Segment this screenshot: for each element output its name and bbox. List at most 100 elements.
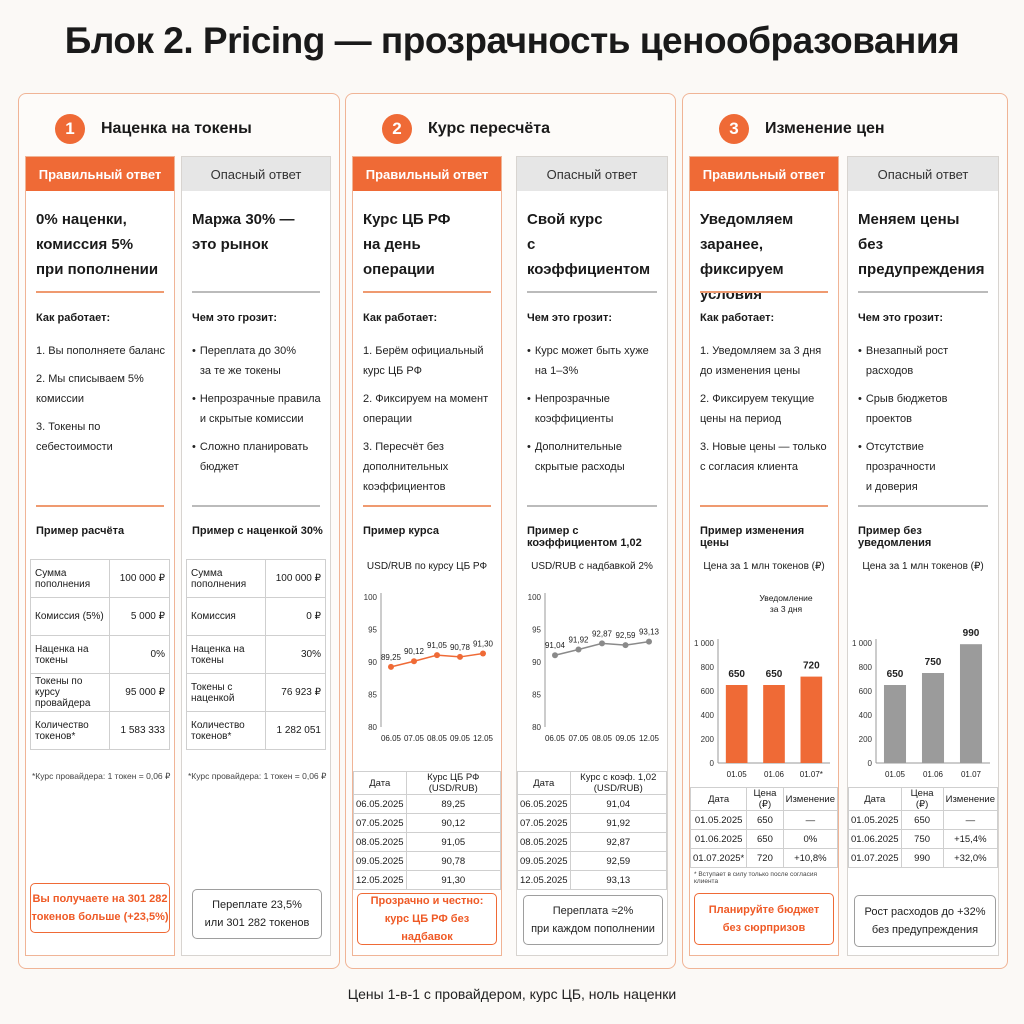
list-item: • Внезапный рост расходов [858, 345, 949, 377]
divider [527, 291, 657, 293]
correct-answer-label: Правильный ответ [690, 157, 838, 191]
table-row: Наценка на токены 30% [186, 635, 326, 674]
price-table: Дата Цена (₽) Изменение 01.05.2025 650— 01.… [689, 787, 839, 868]
correct-answer-card: Правильный ответ Курс ЦБ РФ на день опер… [352, 156, 502, 956]
data-point [388, 663, 394, 670]
section-number-badge: 2 [382, 114, 412, 144]
conclusion-callout: Рост расходов до +32% без предупреждения [854, 895, 996, 947]
data-point [434, 652, 440, 659]
y-tick-label: 1 000 [852, 639, 873, 648]
table-row: 08.05.2025 92,87 [517, 832, 668, 852]
chart-title: Цена за 1 млн токенов (₽) [703, 561, 825, 572]
section-title: Курс пересчёта [428, 120, 550, 137]
example-label: Пример с коэффициентом 1,02 [527, 525, 642, 549]
list-item: • Курс может быть хуже на 1–3% [527, 345, 649, 377]
y-tick-label: 85 [368, 691, 377, 700]
risk-label: Чем это грозит: [192, 312, 277, 324]
table-row: 12.05.2025 93,13 [517, 870, 668, 890]
steps-list: 1. Берём официальный курс ЦБ РФ 2. Фикси… [363, 341, 495, 505]
divider [36, 291, 164, 293]
rate-table: Дата Курс ЦБ РФ (USD/RUB) 06.05.2025 89,25… [353, 771, 502, 890]
chart-title: USD/RUB по курсу ЦБ РФ [366, 561, 488, 572]
data-label: 93,13 [639, 628, 660, 637]
section-markup: 1 Наценка на токены Правильный ответ 0% … [18, 93, 340, 969]
rate-table: Дата Курс с коэф. 1,02 (USD/RUB) 06.05.20… [517, 771, 668, 890]
how-it-works-label: Как работает: [363, 312, 438, 324]
section-header: 2 Курс пересчёта [382, 114, 550, 144]
x-tick-label: 01.07 [961, 770, 982, 779]
y-tick-label: 800 [859, 663, 873, 672]
dangerous-answer-card: Опасный ответ Свой курс с коэффициентом … [516, 156, 668, 956]
table-row: Количество токенов* 1 583 333 [30, 711, 170, 750]
conclusion-callout: Вы получаете на 301 282 токенов больше (… [30, 883, 170, 933]
rate-line-chart: 80 85 90 95 100 89,25 06.05 90,12 07.05 91,05 08.0… [364, 593, 494, 743]
table-row: 07.05.2025 91,92 [517, 813, 668, 833]
list-item: 2. Фиксируем текущие цены на период [700, 393, 815, 425]
steps-list: 1. Вы пополняете баланс 2. Мы списываем … [36, 341, 168, 465]
data-label: 650 [887, 669, 904, 680]
section-number-badge: 3 [719, 114, 749, 144]
example-label: Пример с наценкой 30% [192, 525, 323, 537]
conclusion-callout: Переплата ≈2% при каждом пополнении [523, 895, 663, 945]
footnote: *Курс провайдера: 1 токен = 0,06 ₽ [188, 771, 327, 781]
divider [700, 291, 828, 293]
bar [725, 685, 748, 763]
conclusion-callout: Планируйте бюджет без сюрпризов [694, 893, 834, 945]
table-row: 01.07.2025 990 +32,0% [848, 848, 999, 868]
data-label: 91,30 [473, 640, 494, 649]
x-tick-label: 01.06 [923, 770, 944, 779]
answer-headline: Курс ЦБ РФ на день операции [363, 211, 451, 278]
footer-caption: Цены 1-в-1 с провайдером, курс ЦБ, ноль … [347, 986, 677, 1002]
y-tick-label: 95 [368, 626, 377, 635]
risk-list: • Переплата до 30% за те же токены • Непро… [192, 341, 324, 485]
example-label: Пример курса [363, 525, 439, 537]
section-title: Изменение цен [765, 120, 885, 137]
x-tick-label: 01.06 [764, 770, 785, 779]
conclusion-callout: Переплате 23,5% или 301 282 токенов [192, 889, 322, 939]
list-item: 1. Вы пополняете баланс [36, 345, 166, 357]
data-point [552, 652, 558, 659]
bar [800, 676, 823, 763]
table-row: 06.05.2025 89,25 [353, 794, 502, 814]
table-row: 06.05.2025 91,04 [517, 794, 668, 814]
correct-answer-label: Правильный ответ [26, 157, 174, 191]
table-row: 12.05.2025 91,30 [353, 870, 502, 890]
price-bar-chart: 0 200 400 600 800 1 000 650 01.05 750 01.06 990 01.… [852, 628, 990, 779]
price-table: Дата Цена (₽) Изменение 01.05.2025 650— 01.… [848, 787, 999, 868]
y-tick-label: 100 [364, 593, 378, 602]
x-tick-label: 07.05 [568, 734, 589, 743]
list-item: • Непрозрачные правила и скрытые комиссии [192, 393, 321, 425]
data-point [599, 640, 605, 647]
calculation-table: Сумма пополнения 100 000 ₽ Комиссия (5%) 5… [30, 559, 170, 750]
y-tick-label: 100 [528, 593, 542, 602]
data-label: 650 [766, 669, 783, 680]
section-exchange-rate: 2 Курс пересчёта Правильный ответ Курс Ц… [345, 93, 676, 969]
price-bar-chart: 0 200 400 600 800 1 000 650 01.05 650 01.06 720 01.… [694, 639, 830, 779]
data-point [411, 658, 417, 665]
calculation-table: Сумма пополнения 100 000 ₽ Комиссия 0 ₽ На… [186, 559, 326, 750]
risk-label: Чем это грозит: [527, 312, 612, 324]
data-label: 720 [803, 661, 820, 672]
divider [527, 505, 657, 507]
correct-answer-card: Правильный ответ Уведомляем заранее, фик… [689, 156, 839, 956]
section-header: 1 Наценка на токены [55, 114, 252, 144]
y-tick-label: 90 [368, 658, 377, 667]
steps-list: 1. Уведомляем за 3 дня до изменения цены… [700, 341, 832, 485]
answer-headline: Меняем цены без предупреждения [858, 211, 985, 278]
answer-headline: Уведомляем заранее, фиксируем условия [700, 211, 794, 303]
y-tick-label: 200 [859, 735, 873, 744]
risk-list: • Внезапный рост расходов • Срыв бюджетов … [858, 341, 992, 505]
table-row: 01.06.2025 650 0% [689, 829, 839, 849]
x-tick-label: 01.05 [885, 770, 906, 779]
divider [192, 505, 320, 507]
data-label: 990 [963, 628, 980, 639]
table-row: 08.05.2025 91,05 [353, 832, 502, 852]
list-item: 3. Пересчёт без дополнительных коэффицие… [363, 441, 449, 493]
chart-title: Цена за 1 млн токенов (₽) [862, 561, 984, 572]
table-row: 09.05.2025 92,59 [517, 851, 668, 871]
table-row: Токены с наценкой 76 923 ₽ [186, 673, 326, 712]
dangerous-answer-card: Опасный ответ Маржа 30% — это рынок Чем … [181, 156, 331, 956]
data-label: 92,87 [592, 629, 613, 638]
correct-answer-label: Правильный ответ [353, 157, 501, 191]
table-row: Сумма пополнения 100 000 ₽ [186, 559, 326, 598]
